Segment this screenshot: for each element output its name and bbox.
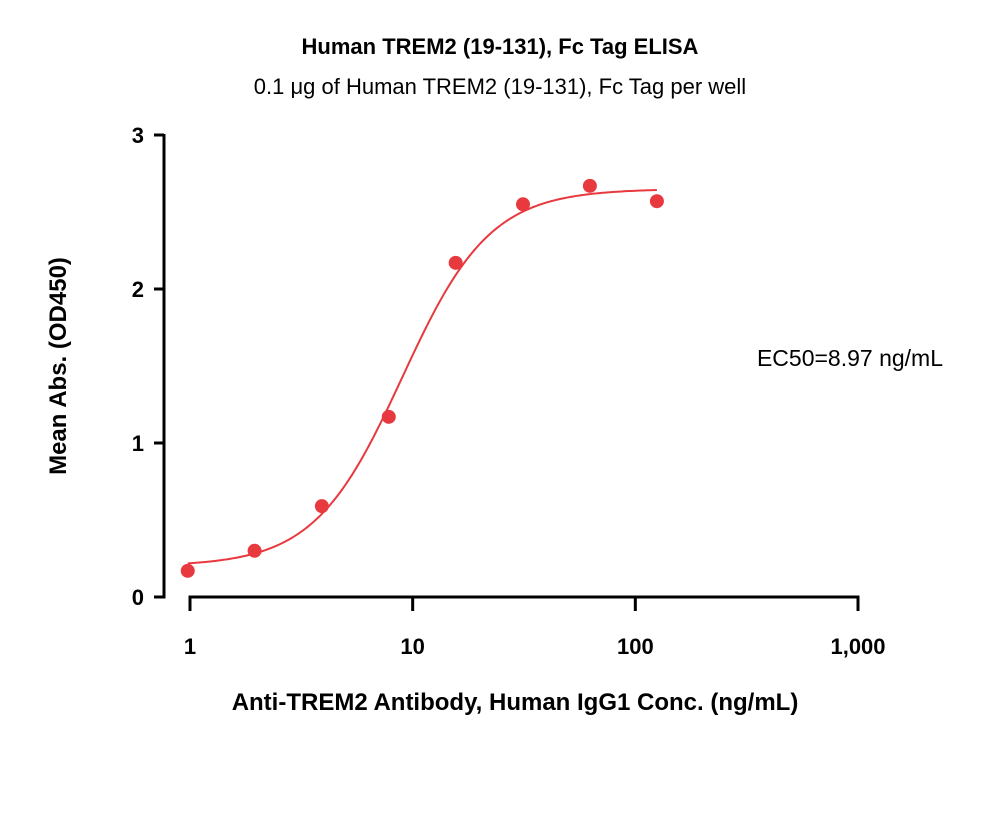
fit-curve-layer [187, 189, 657, 565]
x-tick-label-1: 1 [184, 634, 196, 659]
data-point-2 [247, 543, 262, 558]
data-point-3 [314, 499, 329, 514]
ec50-annotation: EC50=8.97 ng/mL [757, 345, 943, 371]
data-point-1 [180, 563, 195, 578]
data-point-5 [448, 255, 463, 270]
x-tick-label-10: 10 [400, 634, 424, 659]
data-point-4 [381, 409, 396, 424]
chart-subtitle: 0.1 μg of Human TREM2 (19-131), Fc Tag p… [253, 74, 747, 99]
y-tick-label-3: 3 [132, 123, 144, 148]
chart-title: Human TREM2 (19-131), Fc Tag ELISA [301, 34, 699, 59]
x-tick-label-1000: 1,000 [830, 634, 885, 659]
x-axis-title: Anti-TREM2 Antibody, Human IgG1 Conc. (n… [232, 689, 799, 716]
ticks: 0 1 2 3 1 10 100 1,000 [132, 123, 886, 659]
data-point-6 [516, 197, 531, 212]
y-tick-label-2: 2 [132, 277, 144, 302]
fit-curve [187, 189, 657, 565]
axes [162, 134, 860, 599]
x-tick-label-100: 100 [617, 634, 654, 659]
data-points-layer [180, 178, 664, 578]
y-axis-title: Mean Abs. (OD450) [45, 257, 72, 475]
y-tick-label-1: 1 [132, 431, 144, 456]
data-point-8 [649, 194, 664, 209]
y-tick-label-0: 0 [132, 585, 144, 610]
data-point-7 [582, 178, 597, 193]
